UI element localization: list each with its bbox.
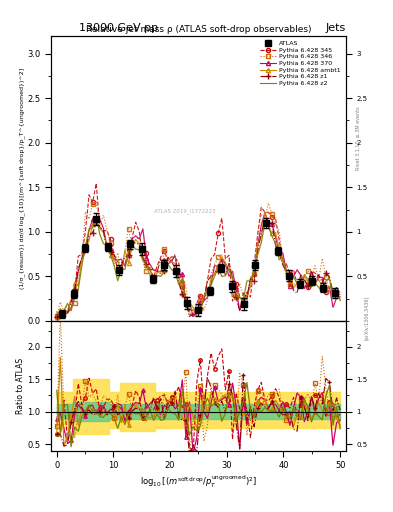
Title: Relative jet mass ρ (ATLAS soft-drop observables): Relative jet mass ρ (ATLAS soft-drop obs… [86, 25, 311, 34]
Text: Rivet 3.1.10, ≥ 3M events: Rivet 3.1.10, ≥ 3M events [356, 106, 361, 170]
Text: Jets: Jets [325, 23, 346, 33]
Text: ATLAS 2019_I1772223: ATLAS 2019_I1772223 [154, 208, 216, 215]
Text: [arXiv:1306.3436]: [arXiv:1306.3436] [364, 295, 369, 339]
Legend: ATLAS, Pythia 6.428 345, Pythia 6.428 346, Pythia 6.428 370, Pythia 6.428 ambt1,: ATLAS, Pythia 6.428 345, Pythia 6.428 34… [259, 39, 343, 88]
Y-axis label: Ratio to ATLAS: Ratio to ATLAS [16, 358, 25, 414]
X-axis label: $\log_{10}[(m^{\mathrm{soft\,drop}}/p_T^{\mathrm{ungroomed}})^2]$: $\log_{10}[(m^{\mathrm{soft\,drop}}/p_T^… [140, 474, 257, 490]
Y-axis label: (1/σ_{resum}) dσ/d log_{10}[(m^{soft drop}/p_T^{ungroomed})^2]: (1/σ_{resum}) dσ/d log_{10}[(m^{soft dro… [19, 68, 25, 289]
Text: 13000 GeV pp: 13000 GeV pp [79, 23, 158, 33]
